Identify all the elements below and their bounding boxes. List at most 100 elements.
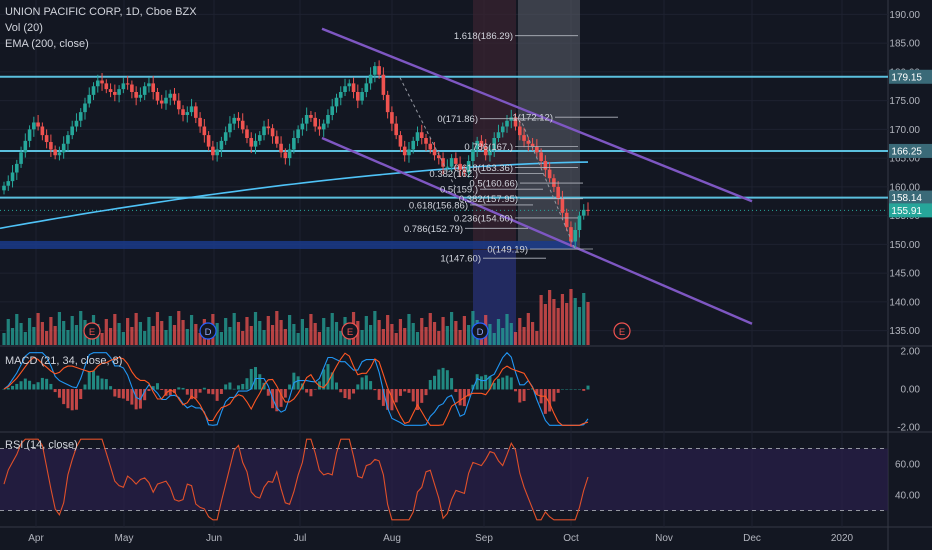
macd-histogram-bar — [292, 372, 296, 390]
candle — [113, 92, 117, 95]
macd-histogram-bar — [369, 381, 373, 390]
x-tick-label: Aug — [383, 533, 401, 544]
volume-bar — [121, 332, 125, 345]
candle — [232, 117, 236, 124]
volume-bar — [79, 311, 83, 345]
price-axis-label: 185.00 — [889, 39, 920, 50]
volume-bar — [45, 331, 49, 345]
volume-bar — [428, 313, 432, 345]
event-marker-label: E — [89, 327, 95, 338]
candle — [492, 138, 497, 150]
volume-bar — [147, 317, 151, 345]
macd-histogram-bar — [569, 389, 573, 390]
fib-level-label: 0.236(154.60) — [454, 213, 513, 224]
candle — [287, 149, 292, 159]
macd-histogram-bar — [113, 389, 117, 397]
volume-bar — [236, 322, 241, 345]
price-axis-label: 190.00 — [889, 10, 920, 21]
event-marker — [613, 322, 631, 340]
macd-histogram-bar — [151, 386, 155, 390]
macd-histogram-bar — [121, 389, 125, 399]
macd-histogram-bar — [49, 383, 53, 390]
macd-histogram-bar — [2, 389, 6, 390]
macd-histogram-bar — [548, 389, 552, 412]
candle — [334, 97, 339, 107]
macd-histogram-bar — [155, 383, 159, 390]
volume-legend[interactable]: Vol (20) — [5, 22, 43, 34]
candle — [479, 140, 484, 147]
macd-legend[interactable]: MACD (21, 34, close, 8) — [5, 355, 123, 367]
event-marker-label: D — [477, 327, 484, 338]
volume-bar — [309, 314, 313, 345]
candle — [586, 209, 590, 211]
macd-histogram-bar — [219, 389, 223, 394]
symbol-legend[interactable]: UNION PACIFIC CORP, 1D, Cboe BZX — [5, 6, 197, 18]
volume-bar — [390, 324, 394, 345]
event-marker-label: D — [205, 327, 212, 338]
volume-bar — [232, 313, 236, 345]
macd-histogram-bar — [424, 389, 428, 396]
candle — [253, 140, 258, 147]
volume-bar — [215, 323, 219, 345]
candle — [95, 80, 100, 87]
volume-bar — [552, 299, 556, 345]
fib-level-label: 0.786(167.) — [464, 142, 513, 153]
macd-histogram-bar — [211, 389, 215, 395]
candle — [249, 138, 254, 147]
candle — [449, 158, 454, 167]
rsi-legend[interactable]: RSI (14, close) — [5, 439, 78, 451]
candle — [560, 198, 565, 213]
volume-bar — [258, 321, 262, 345]
macd-histogram-bar — [475, 374, 479, 390]
candle — [309, 115, 313, 118]
macd-histogram-bar — [79, 389, 83, 400]
macd-histogram-bar — [556, 389, 560, 393]
candle — [552, 178, 556, 187]
volume-bar — [40, 322, 44, 345]
volume-bar — [138, 322, 143, 345]
volume-bar — [432, 322, 437, 345]
candle — [134, 92, 138, 98]
volume-bar — [560, 294, 565, 345]
candle — [151, 83, 155, 92]
volume-bar — [108, 328, 113, 345]
candle — [356, 92, 360, 101]
x-tick-label: Apr — [28, 533, 44, 544]
macd-axis-label: 0.00 — [901, 385, 921, 396]
volume-bar — [415, 332, 420, 345]
volume-bar — [296, 333, 300, 345]
macd-histogram-bar — [126, 389, 130, 401]
volume-bar — [437, 331, 441, 345]
rsi-line — [3, 438, 589, 521]
volume-bar — [283, 329, 287, 345]
volume-bar — [288, 315, 292, 345]
volume-bar — [155, 312, 160, 345]
volume-bar — [458, 330, 462, 345]
macd-histogram-bar — [398, 389, 402, 396]
volume-bar — [441, 317, 445, 345]
volume-bar — [565, 303, 569, 345]
level-price-label: 166.25 — [891, 146, 922, 157]
candle — [424, 138, 428, 144]
volume-bar — [411, 323, 415, 345]
ema-legend[interactable]: EMA (200, close) — [5, 38, 89, 50]
candle — [466, 161, 471, 173]
candle — [32, 122, 36, 130]
macd-histogram-bar — [441, 367, 445, 390]
candle — [296, 129, 300, 138]
price-axis-label: 165.00 — [889, 154, 920, 165]
macd-histogram-bar — [40, 377, 44, 390]
candle — [390, 112, 394, 124]
candle — [304, 115, 309, 124]
candle — [445, 166, 450, 168]
macd-histogram-bar — [386, 389, 390, 410]
candle — [91, 86, 96, 95]
volume-bar — [398, 319, 403, 345]
macd-histogram-bar — [147, 389, 151, 392]
candle — [257, 135, 262, 141]
volume-bar — [300, 319, 304, 345]
volume-bar — [407, 314, 411, 345]
volume-bar — [334, 322, 339, 345]
candle — [87, 94, 92, 104]
candle — [300, 123, 305, 130]
